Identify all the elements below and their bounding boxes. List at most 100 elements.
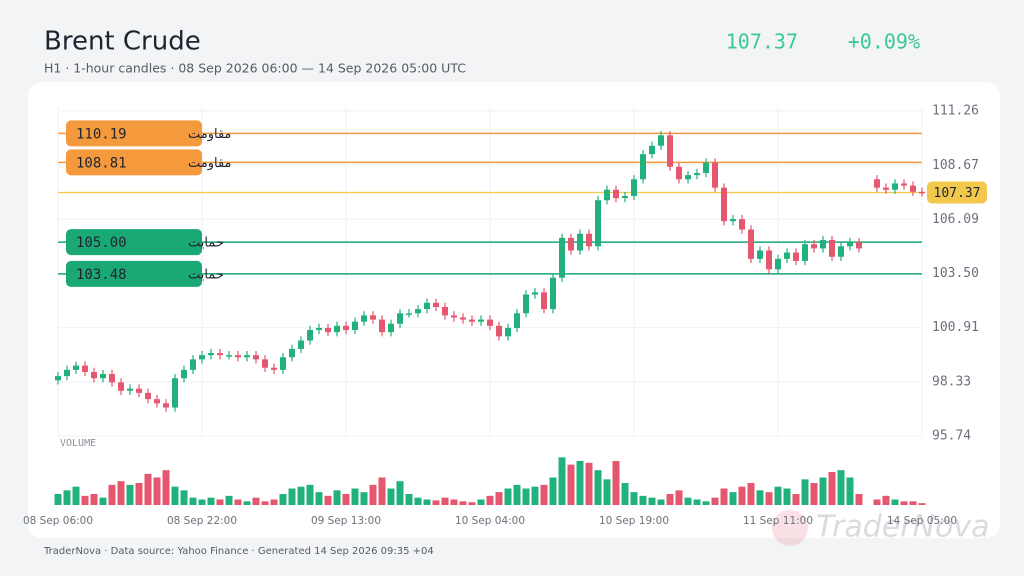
watermark: TraderNova xyxy=(816,510,989,545)
candle-body xyxy=(55,376,61,381)
volume-bar xyxy=(387,488,395,505)
volume-bar xyxy=(846,477,854,505)
volume-bar xyxy=(639,495,647,505)
volume-bar xyxy=(468,502,476,505)
volume-bar xyxy=(747,483,755,505)
volume-bar xyxy=(810,483,818,505)
candle-body xyxy=(604,189,610,201)
candle-body xyxy=(775,258,781,270)
volume-bar xyxy=(351,488,359,505)
candle-body xyxy=(874,179,880,188)
volume-bar xyxy=(369,484,377,505)
volume-bar xyxy=(216,499,224,505)
subtitle: H1 · 1-hour candles · 08 Sep 2026 06:00 … xyxy=(44,61,466,76)
candle-body xyxy=(109,374,115,383)
volume-bar xyxy=(423,499,431,505)
candle-body xyxy=(190,359,196,370)
volume-bar xyxy=(585,462,593,505)
candle-body xyxy=(712,162,718,188)
volume-bar xyxy=(666,494,674,505)
volume-bar xyxy=(459,501,467,505)
candle-body xyxy=(262,359,268,368)
volume-bar xyxy=(756,490,764,505)
candle-body xyxy=(163,403,169,408)
volume-bar xyxy=(99,497,107,505)
candle-body xyxy=(784,252,790,259)
volume-bar xyxy=(261,501,269,505)
volume-bar xyxy=(693,499,701,505)
volume-label: VOLUME xyxy=(60,438,96,449)
level-text: مقاومت xyxy=(188,127,232,142)
plot: 95.74 98.33 100.91 103.50 106.09 108.67 111.26… xyxy=(23,104,987,527)
candle-body xyxy=(919,191,925,194)
volume-bar xyxy=(360,492,368,505)
volume-bar xyxy=(135,483,143,505)
candle-body xyxy=(352,321,358,331)
volume-bar xyxy=(774,486,782,505)
candle-body xyxy=(829,240,835,257)
volume-bar xyxy=(900,501,908,505)
volume-bar xyxy=(540,484,548,505)
candle-body xyxy=(82,365,88,372)
volume-bar xyxy=(54,494,62,505)
candle-body xyxy=(739,219,745,230)
volume-bar xyxy=(621,483,629,505)
volume-bar xyxy=(117,481,125,505)
volume-bar xyxy=(819,477,827,505)
level-price: 110.19 xyxy=(76,126,127,142)
candle-body xyxy=(127,388,133,391)
candle-body xyxy=(73,365,79,370)
candle-body xyxy=(757,250,763,259)
y-tick-label: 111.26 xyxy=(932,104,979,119)
candle-body xyxy=(379,319,385,333)
last-price-tag-label: 107.37 xyxy=(934,186,981,201)
candle-body xyxy=(631,179,637,197)
level-tag xyxy=(66,229,202,256)
candle-body xyxy=(298,340,304,349)
watermark-logo xyxy=(772,510,808,546)
volume-bar xyxy=(198,499,206,505)
candle-body xyxy=(748,229,754,259)
candle-body xyxy=(694,173,700,176)
y-tick-label: 103.50 xyxy=(932,266,979,281)
candle-body xyxy=(478,319,484,322)
volume-bar xyxy=(432,500,440,505)
volume-bar xyxy=(153,477,161,505)
y-tick-label: 106.09 xyxy=(932,212,979,227)
candle-body xyxy=(577,233,583,251)
candle-body xyxy=(226,355,232,357)
candle-body xyxy=(325,327,331,333)
volume-bar xyxy=(702,501,710,505)
candle-body xyxy=(658,135,664,146)
candle-body xyxy=(424,302,430,310)
candle-body xyxy=(172,378,178,408)
candle-body xyxy=(433,302,439,308)
volume-bar xyxy=(603,479,611,505)
volume-bar xyxy=(837,470,845,505)
card xyxy=(28,82,1000,538)
candle-body xyxy=(838,246,844,257)
volume-bar xyxy=(765,492,773,505)
candle-body xyxy=(811,244,817,249)
last-price-tag xyxy=(927,181,987,204)
candle-body xyxy=(622,196,628,199)
volume-bar xyxy=(567,464,575,505)
volume-bar xyxy=(270,499,278,505)
volume-bar xyxy=(414,497,422,505)
level-price: 103.48 xyxy=(76,267,127,283)
volume-bar xyxy=(207,497,215,505)
level-price: 108.81 xyxy=(76,155,127,171)
volume-bar xyxy=(288,488,296,505)
level-tag xyxy=(66,120,202,147)
candle-body xyxy=(901,183,907,186)
volume-bar xyxy=(126,484,134,505)
candle-body xyxy=(64,369,70,377)
volume-bar xyxy=(180,490,188,505)
volume-bar xyxy=(81,495,89,505)
x-tick-label: 10 Sep 04:00 xyxy=(455,515,525,527)
candle-body xyxy=(280,357,286,370)
volume-bar xyxy=(918,503,926,505)
candle-body xyxy=(550,277,556,310)
volume-bar xyxy=(531,486,539,505)
